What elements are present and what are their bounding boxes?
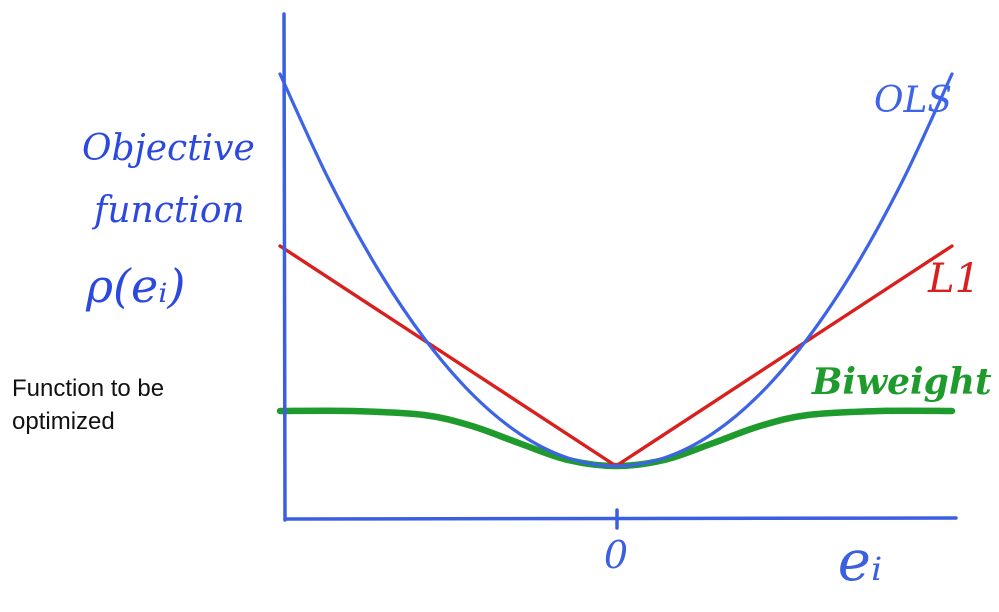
l1-curve bbox=[278, 244, 954, 468]
series-label-biweight: Biweight bbox=[811, 361, 992, 403]
y-axis-label-line-2: function bbox=[91, 190, 245, 231]
biweight-curve bbox=[276, 407, 956, 470]
zero-tick-label: 0 bbox=[604, 533, 628, 577]
x-axis bbox=[283, 516, 958, 521]
series-label-l1: L1 bbox=[927, 256, 980, 302]
y-axis-label-line-3: ρ(eᵢ) bbox=[85, 259, 185, 313]
curves-layer bbox=[276, 72, 956, 470]
y-axis bbox=[282, 12, 287, 522]
ols-curve bbox=[278, 72, 954, 468]
caption-text: Function to be optimized bbox=[12, 375, 165, 435]
series-label-ols: OLS bbox=[874, 80, 952, 121]
x-axis-label: eᵢ bbox=[838, 529, 882, 594]
y-axis-label-line-1: Objective bbox=[82, 128, 255, 169]
